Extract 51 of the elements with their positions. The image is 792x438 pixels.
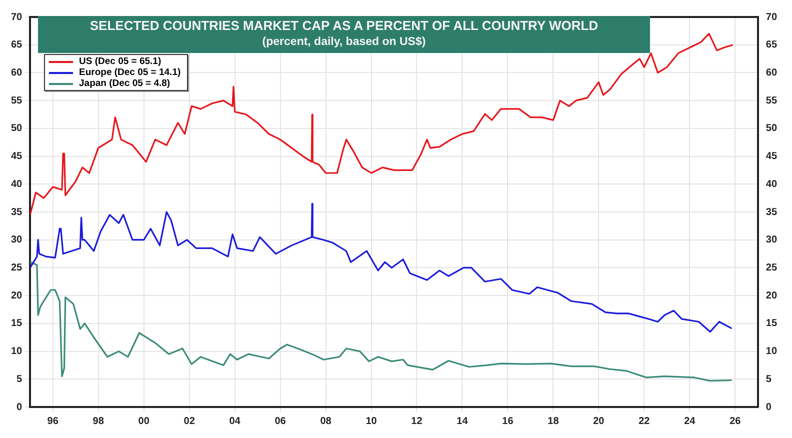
y-tick-label: 20 [11,290,23,302]
y2-tick-label: 40 [766,178,778,190]
legend-label: Europe (Dec 05 = 14.1) [79,67,181,78]
y2-tick-label: 65 [766,40,778,51]
y-tick-label: 5 [16,374,23,385]
x-tick-label: 00 [138,416,150,427]
y2-tick-label: 10 [766,346,778,358]
y2-tick-label: 30 [766,234,778,246]
y-tick-label: 45 [11,151,23,162]
x-tick-label: 26 [730,416,742,427]
x-tick-label: 02 [184,416,196,427]
x-tick-label: 98 [92,416,104,427]
x-tick-label: 18 [548,416,560,427]
x-tick-label: 20 [593,416,605,427]
y2-tick-label: 20 [766,290,778,302]
y-tick-label: 0 [16,402,23,413]
legend-label: US (Dec 05 = 65.1) [79,56,162,67]
x-tick-label: 08 [320,416,332,427]
x-tick-label: 22 [638,416,650,427]
y2-tick-label: 55 [766,95,778,106]
y-tick-label: 60 [11,67,23,78]
x-tick-label: 16 [502,416,514,427]
y-tick-label: 50 [11,123,23,134]
y-tick-label: 10 [11,346,23,358]
title-banner: SELECTED COUNTRIES MARKET CAP AS A PERCENT OF ALL COUNTRY WORLD (percent, daily, based on US$) [38,16,650,53]
y-tick-label: 25 [11,262,23,274]
y-tick-label: 15 [11,318,23,330]
y-tick-label: 35 [11,206,23,218]
y-tick-label: 30 [11,234,23,246]
y2-tick-label: 15 [766,318,778,330]
y2-tick-label: 60 [766,67,778,78]
y2-tick-label: 5 [766,374,772,385]
y2-tick-label: 70 [766,12,778,23]
y-tick-label: 70 [11,12,23,23]
y-tick-label: 65 [11,40,23,51]
x-tick-label: 10 [366,416,378,427]
x-tick-label: 96 [47,416,59,427]
y2-tick-label: 50 [766,123,778,134]
x-tick-label: 06 [274,416,286,427]
chart-title: SELECTED COUNTRIES MARKET CAP AS A PERCENT OF ALL COUNTRY WORLD [88,18,600,34]
y-tick-label: 55 [11,95,23,106]
x-tick-label: 12 [411,416,423,427]
x-tick-label: 24 [684,416,696,427]
y2-tick-label: 25 [766,262,778,274]
y-tick-label: 40 [11,178,23,190]
y2-tick-label: 35 [766,206,778,218]
legend-label: Japan (Dec 05 = 4.8) [79,78,170,89]
y2-tick-label: 45 [766,151,778,162]
y2-tick-label: 0 [766,402,772,413]
x-tick-label: 04 [229,416,241,427]
x-tick-label: 14 [456,416,468,427]
